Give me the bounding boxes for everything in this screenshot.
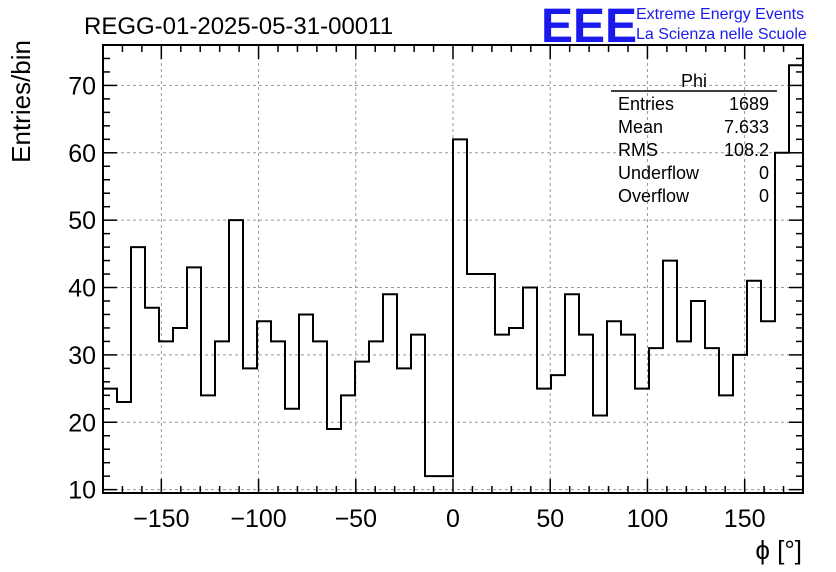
y-axis-ticks: 10 20 30 40 50 60 70: [68, 44, 803, 505]
run-title: REGG-01-2025-05-31-00011: [84, 13, 393, 40]
stats-box: Phi Entries 1689 Mean 7.633 RMS 108.2 Underflo…: [611, 71, 777, 206]
y-tick-label: 30: [68, 342, 96, 370]
eee-logo-line1: Extreme Energy Events: [636, 6, 804, 23]
stats-box-title: Phi: [681, 71, 707, 91]
stats-row-label: RMS: [618, 140, 658, 160]
stats-row-value: 1689: [729, 94, 769, 114]
histogram-outline: [103, 64, 803, 478]
x-tick-label: 150: [724, 505, 766, 533]
y-tick-label: 10: [68, 477, 96, 505]
y-tick-label: 40: [68, 275, 96, 303]
y-tick-label: 70: [68, 72, 96, 100]
stats-row-value: 0: [759, 163, 769, 183]
stats-row-label: Overflow: [618, 186, 690, 206]
stats-row-value: 0: [759, 186, 769, 206]
stats-row-label: Mean: [618, 117, 663, 137]
eee-logo-line2: La Scienza nelle Scuole: [636, 26, 807, 43]
x-tick-label: −150: [133, 505, 189, 533]
stats-row-value: 108.2: [724, 140, 769, 160]
y-tick-label: 20: [68, 409, 96, 437]
y-tick-label: 60: [68, 140, 96, 168]
stats-row-label: Entries: [618, 94, 674, 114]
x-tick-label: −100: [230, 505, 286, 533]
x-axis-label: ϕ [°]: [755, 535, 802, 565]
x-tick-label: −50: [335, 505, 377, 533]
x-axis-ticks: −150 −100 −50 0 50 100 150: [102, 45, 804, 533]
x-tick-label: 50: [536, 505, 564, 533]
x-tick-label: 0: [446, 505, 460, 533]
stats-row-label: Underflow: [618, 163, 700, 183]
x-tick-label: 100: [627, 505, 669, 533]
eee-logo-mark: EEE: [541, 0, 637, 53]
stats-row-value: 7.633: [724, 117, 769, 137]
y-axis-label: Entries/bin: [6, 40, 36, 163]
stats-box-rows: Entries 1689 Mean 7.633 RMS 108.2 Underflow 0 Ov…: [618, 94, 769, 206]
y-tick-label: 50: [68, 207, 96, 235]
